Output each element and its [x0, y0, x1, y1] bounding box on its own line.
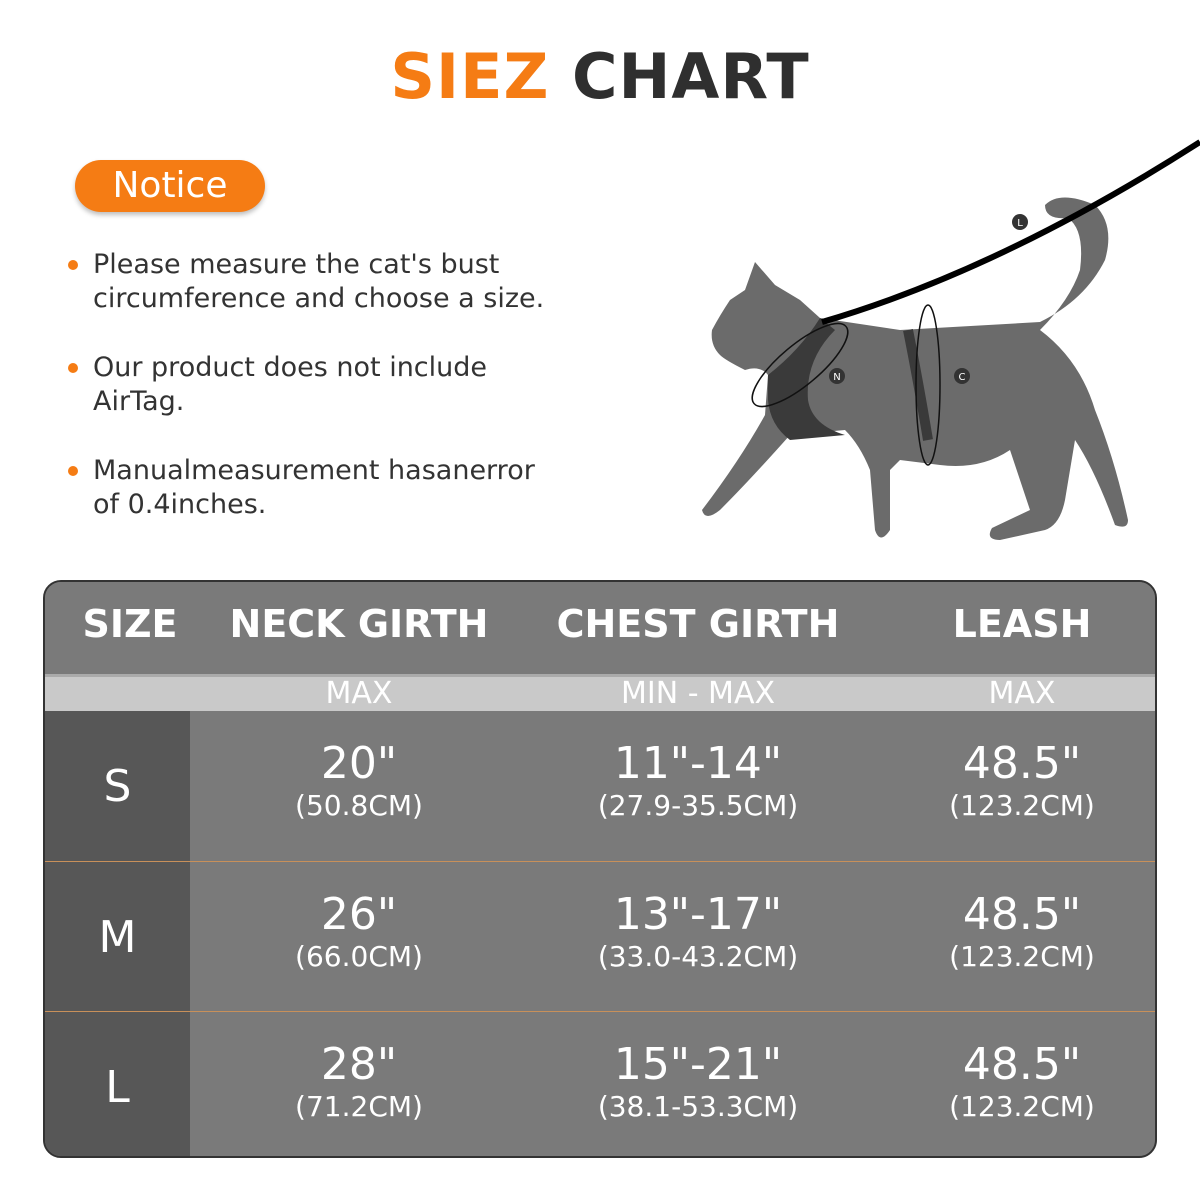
header-size: SIZE — [82, 602, 178, 646]
chest-cell: 13"-17" (33.0-43.2CM) — [597, 889, 799, 974]
page-title: SIEZ CHART — [0, 40, 1200, 113]
bullet-dot-icon — [68, 260, 78, 270]
subheader-neck: MAX — [325, 676, 393, 711]
label-n-badge: N — [829, 368, 845, 384]
svg-text:L: L — [1017, 218, 1023, 229]
size-cell: M — [45, 862, 190, 1012]
svg-text:C: C — [959, 372, 966, 383]
table-header: SIZE NECK GIRTH CHEST GIRTH LEASH — [45, 582, 1155, 674]
chest-cell: 11"-14" (27.9-35.5CM) — [597, 738, 799, 823]
table-subheader: MAX MIN - MAX MAX — [45, 674, 1155, 711]
neck-measure-arrow-icon — [751, 322, 849, 408]
leash-cell: 48.5" (123.2CM) — [949, 738, 1095, 823]
notice-badge: Notice — [75, 160, 265, 212]
neck-cell: 28" (71.2CM) — [295, 1039, 423, 1124]
title-main: CHART — [572, 40, 810, 113]
label-l-badge: L — [1012, 214, 1028, 230]
header-neck: NECK GIRTH — [229, 602, 489, 646]
chest-measure-arrow-icon — [915, 304, 941, 466]
notice-item: Our product does not include AirTag. — [68, 351, 568, 419]
harness-neck-strap — [768, 318, 845, 440]
notice-text: Manualmeasurement hasanerror of 0.4inche… — [93, 455, 535, 520]
notice-item: Manualmeasurement hasanerror of 0.4inche… — [68, 454, 568, 522]
subheader-leash: MAX — [988, 676, 1056, 711]
notice-text: Our product does not include AirTag. — [93, 352, 488, 417]
chest-cell: 15"-21" (38.1-53.3CM) — [597, 1039, 799, 1124]
bullet-dot-icon — [68, 363, 78, 373]
row-divider — [45, 1011, 1155, 1012]
header-chest: CHEST GIRTH — [556, 602, 840, 646]
harness-chest-strap — [903, 329, 933, 441]
size-table: SIZE NECK GIRTH CHEST GIRTH LEASH MAX MI… — [43, 580, 1157, 1158]
notice-text: Please measure the cat's bust circumfere… — [93, 249, 545, 314]
cat-harness-illustration: L N C — [702, 139, 1200, 540]
notice-list: Please measure the cat's bust circumfere… — [68, 248, 568, 557]
neck-cell: 20" (50.8CM) — [295, 738, 423, 823]
header-leash: LEASH — [952, 602, 1092, 646]
size-cell: S — [45, 711, 190, 861]
table-row: L 28" (71.2CM) 15"-21" (38.1-53.3CM) 48.5"… — [45, 1012, 1155, 1156]
svg-text:N: N — [833, 372, 840, 383]
size-cell: L — [45, 1012, 190, 1156]
leash-line — [821, 139, 1200, 325]
notice-item: Please measure the cat's bust circumfere… — [68, 248, 568, 316]
neck-cell: 26" (66.0CM) — [295, 889, 423, 974]
leash-cell: 48.5" (123.2CM) — [949, 889, 1095, 974]
label-c-badge: C — [954, 368, 970, 384]
title-accent: SIEZ — [390, 40, 550, 113]
table-row: M 26" (66.0CM) 13"-17" (33.0-43.2CM) 48.5"… — [45, 862, 1155, 1012]
subheader-chest: MIN - MAX — [620, 676, 776, 711]
bullet-dot-icon — [68, 466, 78, 476]
leash-cell: 48.5" (123.2CM) — [949, 1039, 1095, 1124]
row-divider — [45, 861, 1155, 862]
table-row: S 20" (50.8CM) 11"-14" (27.9-35.5CM) 48.5"… — [45, 711, 1155, 861]
